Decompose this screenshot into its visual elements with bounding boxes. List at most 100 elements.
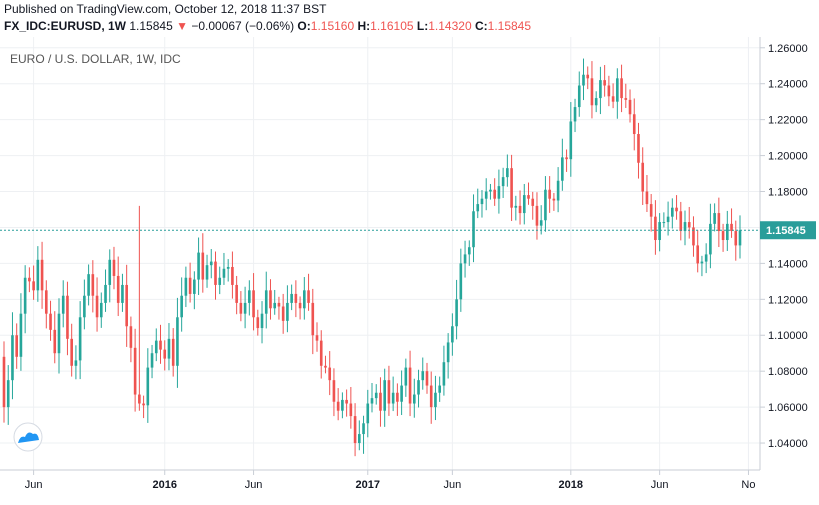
y-tick-label: 1.08000 xyxy=(768,366,808,378)
candle-body xyxy=(83,295,86,318)
candle-body xyxy=(142,403,145,406)
candle-body xyxy=(324,365,327,368)
candle-body xyxy=(353,416,357,444)
y-tick-label: 1.04000 xyxy=(768,438,808,450)
candle-body xyxy=(15,335,19,357)
candle-body xyxy=(214,261,217,285)
last-price-badge-text: 1.15845 xyxy=(766,225,806,237)
time-axis[interactable]: Jun 2016 Jun 2017 Jun 2018 Jun No xyxy=(25,470,756,491)
y-tick-label: 1.12000 xyxy=(768,294,808,306)
candle-body xyxy=(150,353,154,368)
candle-body xyxy=(40,259,44,291)
candle-body xyxy=(319,340,323,366)
candle-body xyxy=(176,317,179,366)
candle-body xyxy=(717,213,721,232)
candle-body xyxy=(467,247,471,255)
candle-body xyxy=(104,284,107,303)
candle-body xyxy=(218,277,222,285)
candle-body xyxy=(687,222,691,228)
candle-body xyxy=(163,349,167,359)
candle-body xyxy=(307,290,310,303)
candle-body xyxy=(616,78,619,102)
candle-body xyxy=(484,191,488,199)
candle-body xyxy=(184,277,188,296)
candle-body xyxy=(738,230,742,246)
tradingview-cloud-icon[interactable] xyxy=(13,422,43,452)
candles xyxy=(2,58,742,457)
candle-body xyxy=(87,274,90,296)
candle-body xyxy=(281,306,285,321)
candle-body xyxy=(57,313,61,354)
candle-body xyxy=(565,157,568,160)
close-value: 1.15845 xyxy=(487,19,532,33)
candle-body xyxy=(628,99,632,115)
candle-body xyxy=(311,302,315,336)
candle-body xyxy=(425,371,429,386)
candle-body xyxy=(138,394,141,404)
candle-body xyxy=(404,367,408,386)
candle-body xyxy=(252,290,255,318)
candle-body xyxy=(91,274,95,296)
candle-body xyxy=(286,302,289,321)
candle-body xyxy=(599,80,602,99)
candle-body xyxy=(480,198,484,205)
x-tick-label: 2018 xyxy=(559,479,583,491)
candle-body xyxy=(552,198,556,201)
x-tick-label: Jun xyxy=(245,479,263,491)
candle-body xyxy=(561,157,564,181)
symbol-legend: FX_IDC:EURUSD, 1W 1.15845 ▼ −0.00067 (−0… xyxy=(4,19,531,33)
candle-body xyxy=(171,338,175,366)
symbol-label: FX_IDC:EURUSD, 1W xyxy=(4,19,127,33)
open-label: O: xyxy=(297,19,311,33)
candle-body xyxy=(586,74,590,79)
candle-body xyxy=(489,189,492,192)
candle-body xyxy=(594,98,598,106)
candle-body xyxy=(683,222,687,232)
candle-body xyxy=(506,168,509,178)
candle-body xyxy=(370,398,374,404)
candle-body xyxy=(463,254,467,264)
x-tick-label: 2017 xyxy=(356,479,380,491)
y-tick-label: 1.06000 xyxy=(768,402,808,414)
candle-body xyxy=(455,299,458,327)
candle-body xyxy=(273,302,277,309)
candle-body xyxy=(260,313,264,329)
candle-body xyxy=(607,85,611,97)
candle-body xyxy=(721,231,725,241)
candle-body xyxy=(379,392,382,411)
candle-body xyxy=(649,204,653,217)
y-tick-label: 1.14000 xyxy=(768,258,808,270)
candle-body xyxy=(421,371,425,381)
candle-body xyxy=(201,252,205,280)
candle-body xyxy=(44,290,48,314)
y-tick-label: 1.22000 xyxy=(768,115,808,127)
candle-body xyxy=(231,266,234,285)
candle-body xyxy=(531,198,535,206)
candle-body xyxy=(290,293,293,303)
candle-body xyxy=(193,279,196,294)
candle-body xyxy=(154,340,158,354)
candle-body xyxy=(23,277,27,314)
candle-body xyxy=(146,367,150,406)
candle-body xyxy=(188,277,192,294)
candle-body xyxy=(446,342,450,363)
candle-body xyxy=(294,293,298,303)
candle-body xyxy=(501,177,505,187)
candle-body xyxy=(303,290,306,309)
candle-body xyxy=(412,394,416,404)
candle-body xyxy=(315,335,319,341)
candle-body xyxy=(624,98,628,100)
y-tick-label: 1.26000 xyxy=(768,43,808,55)
candle-body xyxy=(514,205,518,208)
candle-body xyxy=(277,302,281,307)
candle-body xyxy=(133,347,137,395)
candle-body xyxy=(226,266,230,269)
candle-body xyxy=(269,290,272,309)
candle-body xyxy=(417,380,420,395)
candle-body xyxy=(510,168,513,208)
candle-body xyxy=(396,392,399,402)
candle-body xyxy=(603,80,606,86)
candle-body xyxy=(522,195,526,214)
candle-body xyxy=(569,121,573,160)
